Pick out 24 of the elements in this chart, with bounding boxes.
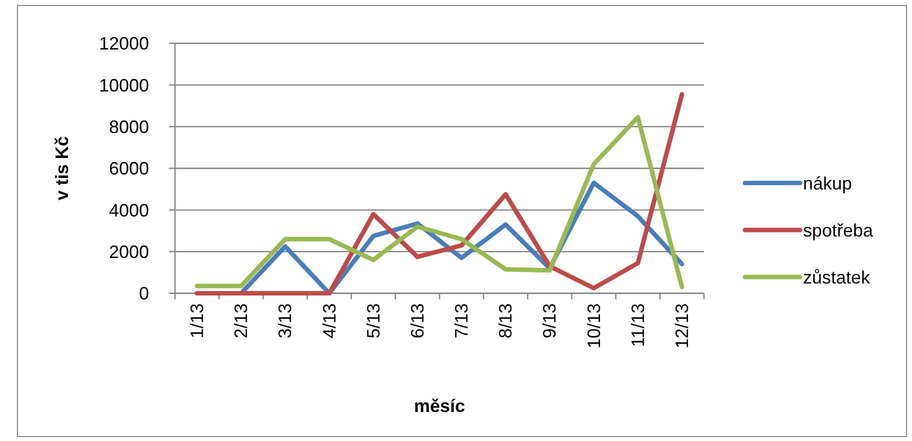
x-tick-label: 9/13 [540,303,560,338]
x-tick-label: 3/13 [275,303,296,338]
y-axis-title: v tis Kč [52,136,72,200]
x-tick-label: 7/13 [452,303,472,338]
y-tick-label: 8000 [108,116,149,137]
y-tick-label: 4000 [108,200,149,220]
legend-label: nákup [803,173,852,194]
x-tick-label: 11/13 [628,303,648,348]
x-tick-label: 6/13 [407,303,428,338]
x-tick-label: 5/13 [363,303,384,338]
x-axis-title: měsíc [414,396,466,416]
x-tick-label: 1/13 [187,303,208,338]
y-tick-label: 12000 [98,34,149,54]
x-tick-label: 12/13 [672,303,692,348]
y-tick-label: 10000 [98,75,149,96]
y-tick-label: 2000 [108,242,149,262]
x-tick-label: 2/13 [231,303,252,338]
x-tick-label: 4/13 [319,303,340,338]
legend-label: zůstatek [803,267,872,288]
y-tick-label: 6000 [108,158,149,179]
y-tick-label: 0 [138,284,149,304]
x-tick-label: 8/13 [496,303,516,338]
legend-label: spotřeba [803,220,874,240]
x-tick-label: 10/13 [584,303,604,348]
